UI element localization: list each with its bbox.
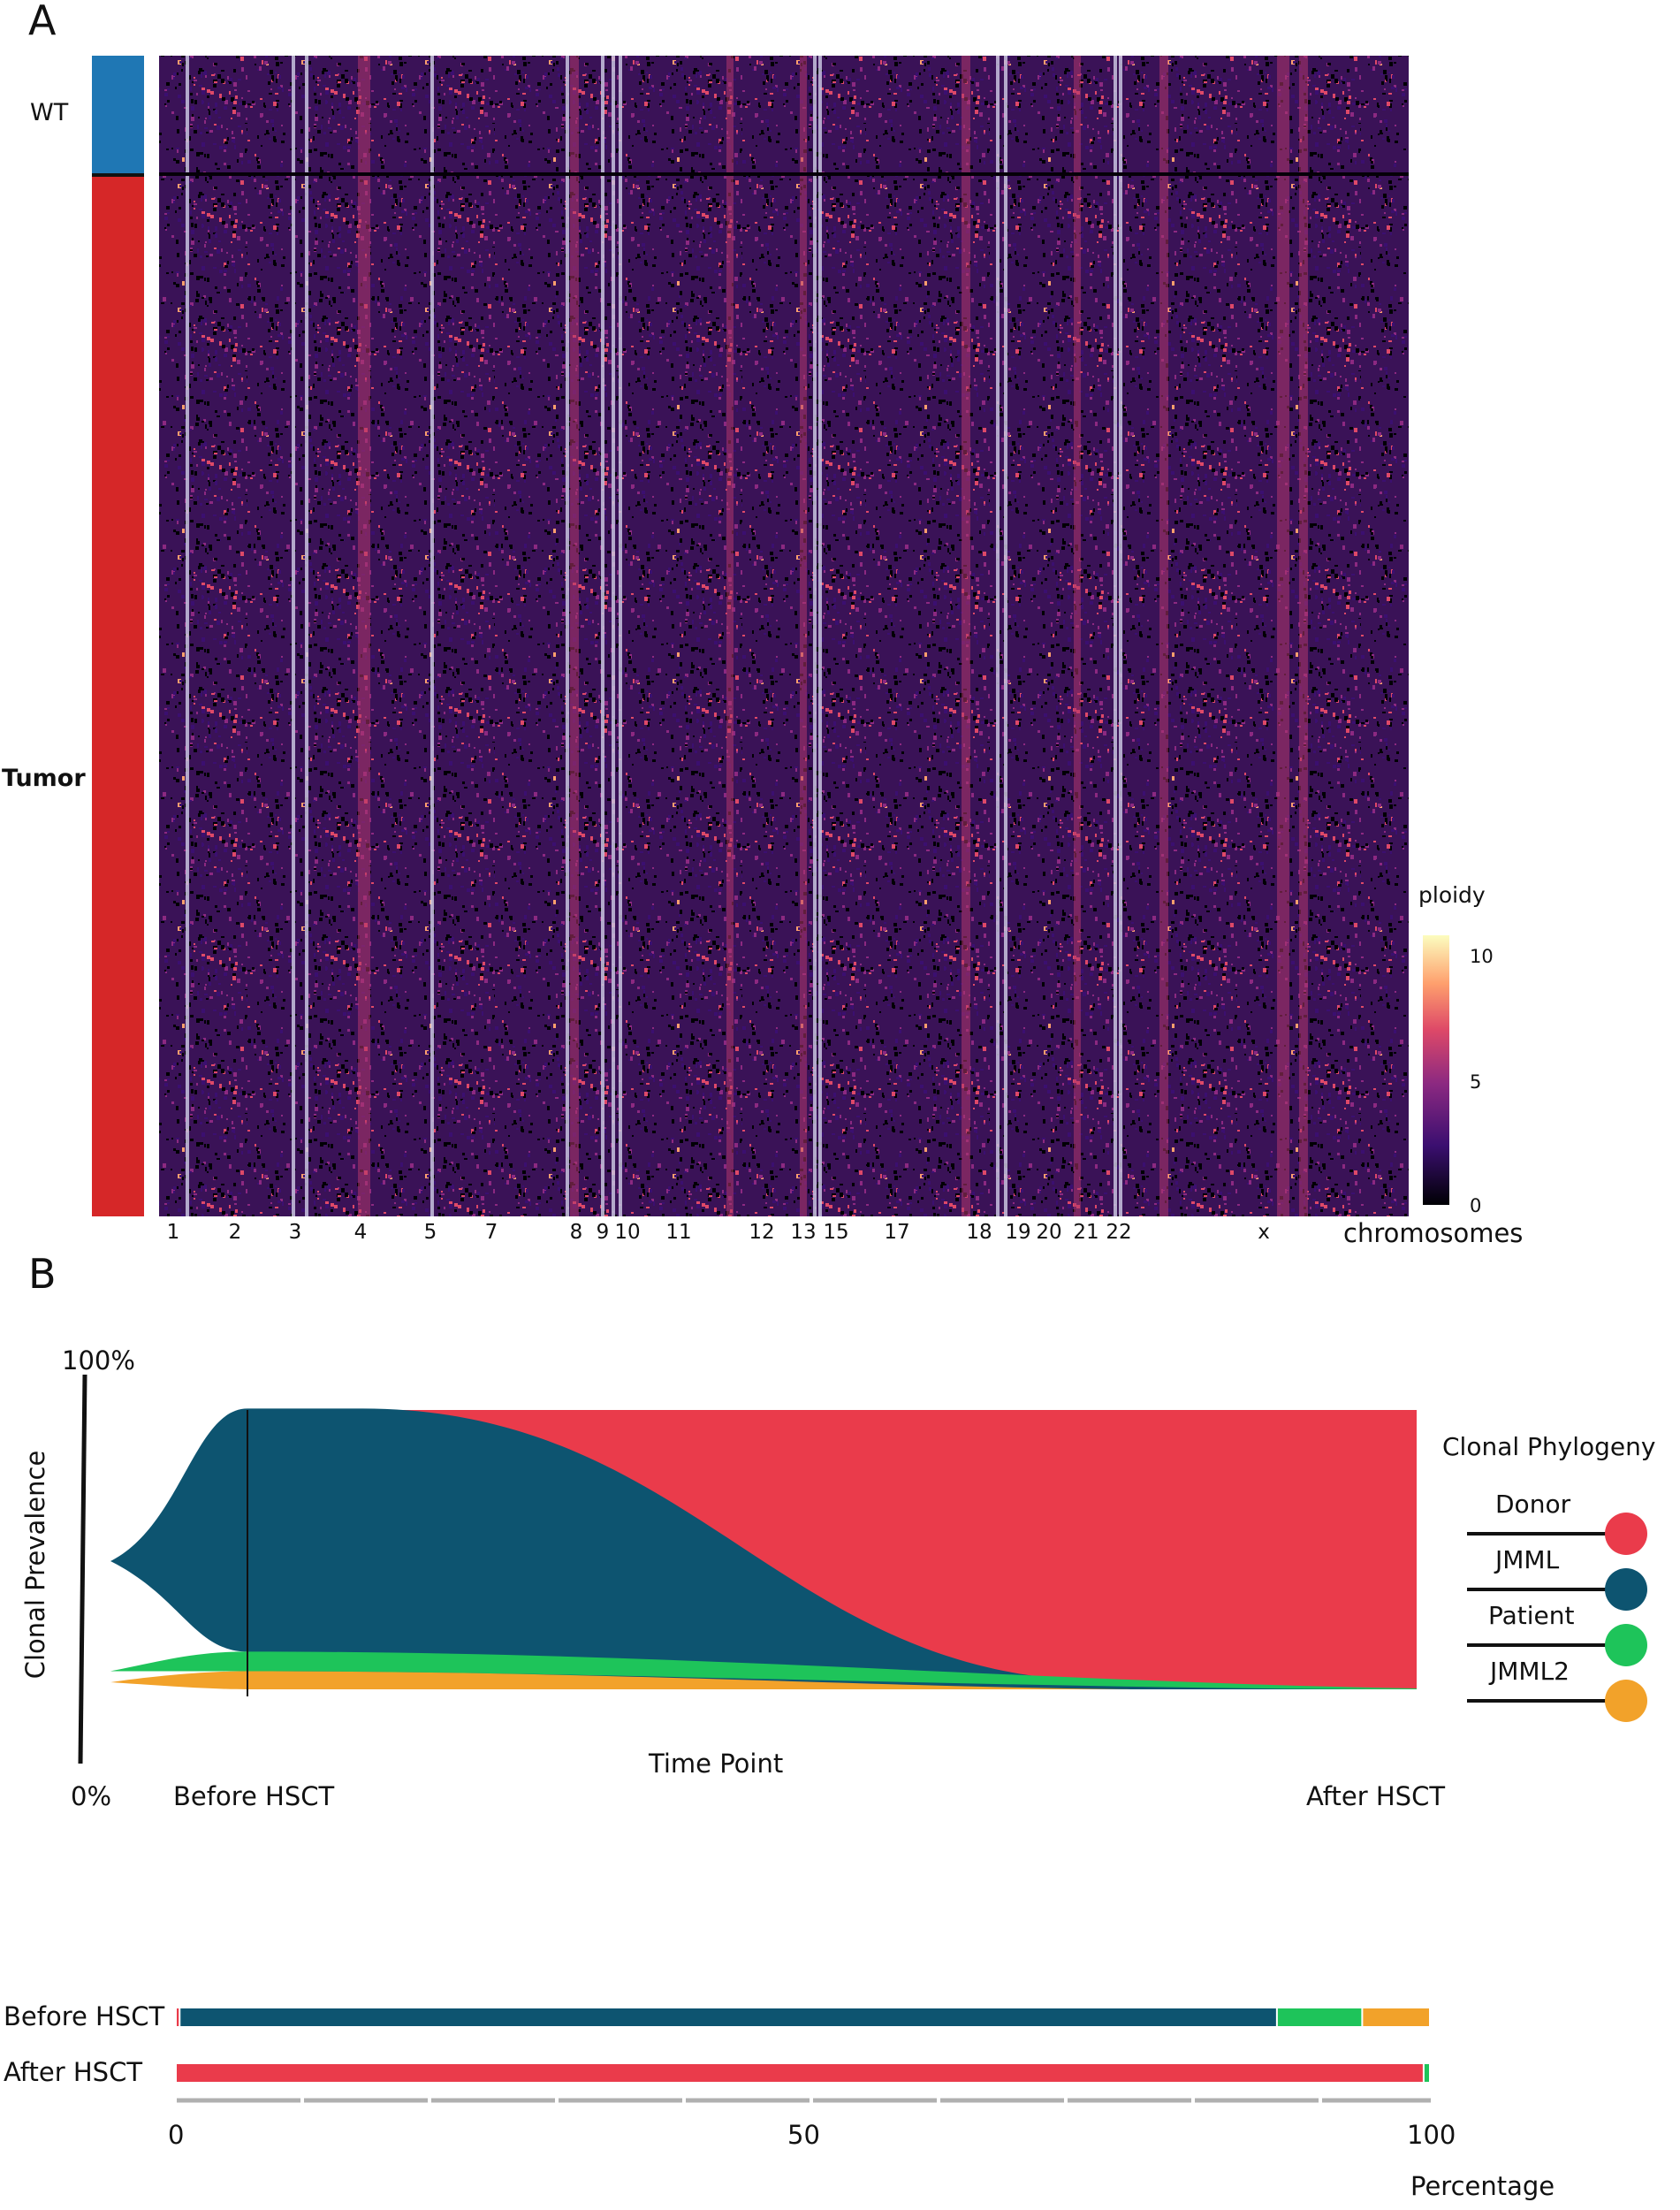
fish-area-jmml (110, 1408, 1417, 1689)
chromosome-boundary-line (996, 56, 1000, 1216)
x-axis-label: Time Point (649, 1749, 784, 1779)
heatmap-bright-stripe (1159, 56, 1168, 1216)
panel-a-letter: A (28, 0, 57, 44)
legend-swatch-jmml (1605, 1568, 1647, 1611)
after-hsct-label: After HSCT (1306, 1781, 1446, 1811)
chromosome-label: 4 (353, 1221, 368, 1244)
heatmap-bright-stripe (358, 56, 370, 1216)
bar-x-axis-label: Percentage (1410, 2171, 1555, 2201)
chromosome-boundary-line (1114, 56, 1117, 1216)
chromosome-label: 19 (1005, 1221, 1031, 1244)
colorbar-title: ploidy (1418, 882, 1486, 908)
ploidy-colorbar (1423, 935, 1449, 1205)
heatmap-bright-stripe (1299, 56, 1308, 1216)
heatmap-bright-stripe (962, 56, 970, 1216)
bar-label-after: After HSCT (4, 2057, 143, 2087)
chromosome-label: 1 (166, 1221, 180, 1244)
heatmap-bright-stripe (570, 56, 579, 1216)
chromosome-label: 7 (484, 1221, 498, 1244)
chromosome-label: 11 (665, 1221, 692, 1244)
chromosome-label: x (1258, 1221, 1270, 1244)
chromosome-label: 3 (288, 1221, 302, 1244)
chromosome-boundary-line (818, 56, 822, 1216)
chromosome-boundary-line (1119, 56, 1122, 1216)
colorbar-tick-0: 0 (1470, 1195, 1482, 1216)
bar-tick-50: 50 (787, 2120, 820, 2150)
chromosome-label: 13 (790, 1221, 817, 1244)
chromosome-label: 9 (596, 1221, 610, 1244)
group-divider (92, 173, 144, 177)
bar-segment-patient (1277, 2008, 1362, 2026)
chromosome-boundary-line (619, 56, 622, 1216)
bar-segment-donor (177, 2064, 1423, 2082)
colorbar-tick-10: 10 (1470, 946, 1494, 967)
legend-title: Clonal Phylogeny (1442, 1432, 1656, 1461)
bar-segment-donor (177, 2008, 179, 2026)
bar-segment-jmml2 (1363, 2008, 1429, 2026)
chromosome-boundary-line (292, 56, 295, 1216)
chromosome-boundary-line (813, 56, 817, 1216)
legend-label-jmml2: JMML2 (1490, 1657, 1570, 1686)
y-bottom-label: 0% (71, 1781, 112, 1811)
bar-segment-jmml (180, 2008, 1276, 2026)
chromosome-label: 12 (749, 1221, 775, 1244)
heatmap-bright-stripe (726, 56, 734, 1216)
heatmap-bright-stripe (800, 56, 807, 1216)
chromosome-boundary-line (566, 56, 569, 1216)
chromosome-boundary-line (1004, 56, 1007, 1216)
chromosome-boundary-line (601, 56, 604, 1216)
tumor-group-bar (92, 175, 144, 1216)
bar-segment-patient (1424, 2064, 1429, 2082)
fish-y-axis-line (78, 1374, 87, 1764)
chromosome-label: 10 (614, 1221, 641, 1244)
legend-label-donor: Donor (1495, 1490, 1571, 1519)
chromosome-label: 20 (1036, 1221, 1062, 1244)
y-top-label: 100% (62, 1345, 135, 1376)
legend-label-jmml: JMML (1495, 1545, 1560, 1574)
tumor-row-label: Tumor (2, 765, 86, 792)
chromosome-label: 8 (569, 1221, 583, 1244)
legend-label-patient: Patient (1488, 1601, 1575, 1630)
heatmap-bright-stripe (1277, 56, 1289, 1216)
bar-tick-0: 0 (168, 2120, 185, 2150)
chromosome-label: 2 (228, 1221, 242, 1244)
chromosome-boundary-line (186, 56, 189, 1216)
before-hsct-label: Before HSCT (173, 1781, 335, 1811)
chromosome-boundary-line (430, 56, 434, 1216)
bar-label-before: Before HSCT (4, 2001, 165, 2031)
chromosome-label: 15 (823, 1221, 849, 1244)
chromosome-boundary-line (612, 56, 615, 1216)
heatmap-bright-stripe (1074, 56, 1081, 1216)
fish-area-patient (110, 1651, 1417, 1689)
wt-group-bar (92, 56, 144, 175)
ploidy-heatmap (159, 56, 1409, 1216)
fish-area-jmml2 (110, 1671, 1131, 1689)
chromosome-label: 22 (1106, 1221, 1132, 1244)
legend-swatch-donor (1605, 1513, 1647, 1555)
wt-row-label: WT (30, 99, 69, 126)
chromosome-label: 18 (966, 1221, 992, 1244)
chromosome-label: 21 (1073, 1221, 1099, 1244)
heatmap-group-separator (159, 172, 1409, 176)
legend-swatch-patient (1605, 1624, 1647, 1666)
chromosomes-axis-label: chromosomes (1343, 1218, 1524, 1248)
chromosome-label: 5 (423, 1221, 437, 1244)
colorbar-tick-5: 5 (1470, 1071, 1482, 1093)
panel-b-letter: B (28, 1250, 57, 1298)
bar-tick-100: 100 (1407, 2120, 1456, 2150)
chromosome-label: 17 (884, 1221, 910, 1244)
legend-swatch-jmml2 (1605, 1680, 1647, 1722)
chromosome-boundary-line (305, 56, 308, 1216)
